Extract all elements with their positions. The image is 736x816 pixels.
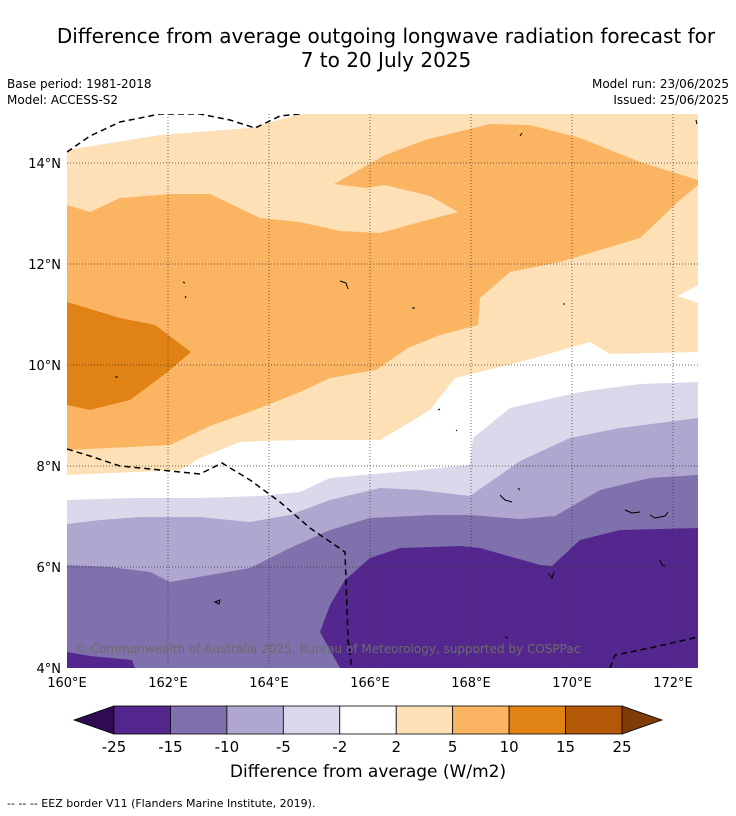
colorbar-title: Difference from average (W/m2) — [229, 762, 507, 782]
colorbar-tick-label: -5 — [275, 738, 291, 756]
eez-borders — [67, 114, 698, 668]
model-name: Model: ACCESS-S2 — [7, 93, 119, 107]
lon-label: 164°E — [249, 676, 289, 691]
contour-10-to-15 — [67, 302, 191, 410]
colorbar-segment — [226, 705, 284, 735]
lon-label: 170°E — [552, 676, 592, 691]
lon-label: 160°E — [47, 676, 87, 691]
colorbar — [72, 705, 664, 735]
colorbar-tick-label: 10 — [499, 738, 519, 756]
islands — [115, 119, 698, 639]
colorbar-segment — [508, 705, 566, 735]
longitude-labels: 160°E 162°E 164°E 166°E 168°E 170°E 172°… — [47, 676, 693, 691]
colorbar-tick-label: 5 — [447, 738, 458, 756]
colorbar-segment — [565, 705, 623, 735]
colorbar-tick-label: 15 — [556, 738, 576, 756]
colorbar-tick-label: -10 — [214, 738, 240, 756]
lat-label: 4°N — [37, 662, 62, 677]
colorbar-tick-label: 25 — [612, 738, 632, 756]
issued-date: Issued: 25/06/2025 — [613, 93, 729, 107]
lon-label: 168°E — [451, 676, 491, 691]
colorbar-segment — [282, 705, 341, 735]
lon-label: 166°E — [350, 676, 390, 691]
colorbar-segment — [339, 705, 397, 735]
colorbar-segment — [395, 705, 454, 735]
model-run: Model run: 23/06/2025 — [591, 77, 729, 91]
lat-label: 14°N — [28, 157, 61, 172]
lat-label: 12°N — [28, 258, 61, 273]
contour-neg15-to-neg25-west — [67, 652, 135, 668]
colorbar-tick-label: 2 — [391, 738, 401, 756]
copyright-notice: © Commonwealth of Australia 2025, Bureau… — [75, 642, 580, 656]
colorbar-tick-label: -2 — [332, 738, 348, 756]
colorbar-segment — [170, 705, 228, 735]
map-title-line1: Difference from average outgoing longwav… — [56, 24, 716, 48]
contour-neg15-to-neg25-east — [320, 528, 698, 668]
lon-label: 162°E — [148, 676, 188, 691]
colorbar-segment — [452, 705, 510, 735]
colorbar-tick-label: -25 — [101, 738, 127, 756]
lon-label: 172°E — [653, 676, 693, 691]
colorbar-extend-high — [621, 705, 664, 735]
lat-label: 6°N — [37, 561, 62, 576]
contour-5-to-10 — [67, 124, 698, 450]
graticule — [67, 114, 698, 668]
colorbar-segment — [113, 705, 171, 735]
olr-map: © Commonwealth of Australia 2025, Bureau… — [28, 114, 698, 735]
colorbar-extend-low — [72, 705, 115, 735]
eez-footnote: -- -- -- EEZ border V11 (Flanders Marine… — [7, 797, 316, 810]
lat-label: 8°N — [37, 460, 62, 475]
base-period: Base period: 1981-2018 — [7, 77, 152, 91]
latitude-labels: 14°N 12°N 10°N 8°N 6°N 4°N — [28, 157, 61, 677]
map-title-line2: 7 to 20 July 2025 — [300, 48, 472, 72]
colorbar-tick-label: -15 — [158, 738, 183, 756]
lat-label: 10°N — [28, 359, 61, 374]
contour-fields — [67, 114, 698, 668]
